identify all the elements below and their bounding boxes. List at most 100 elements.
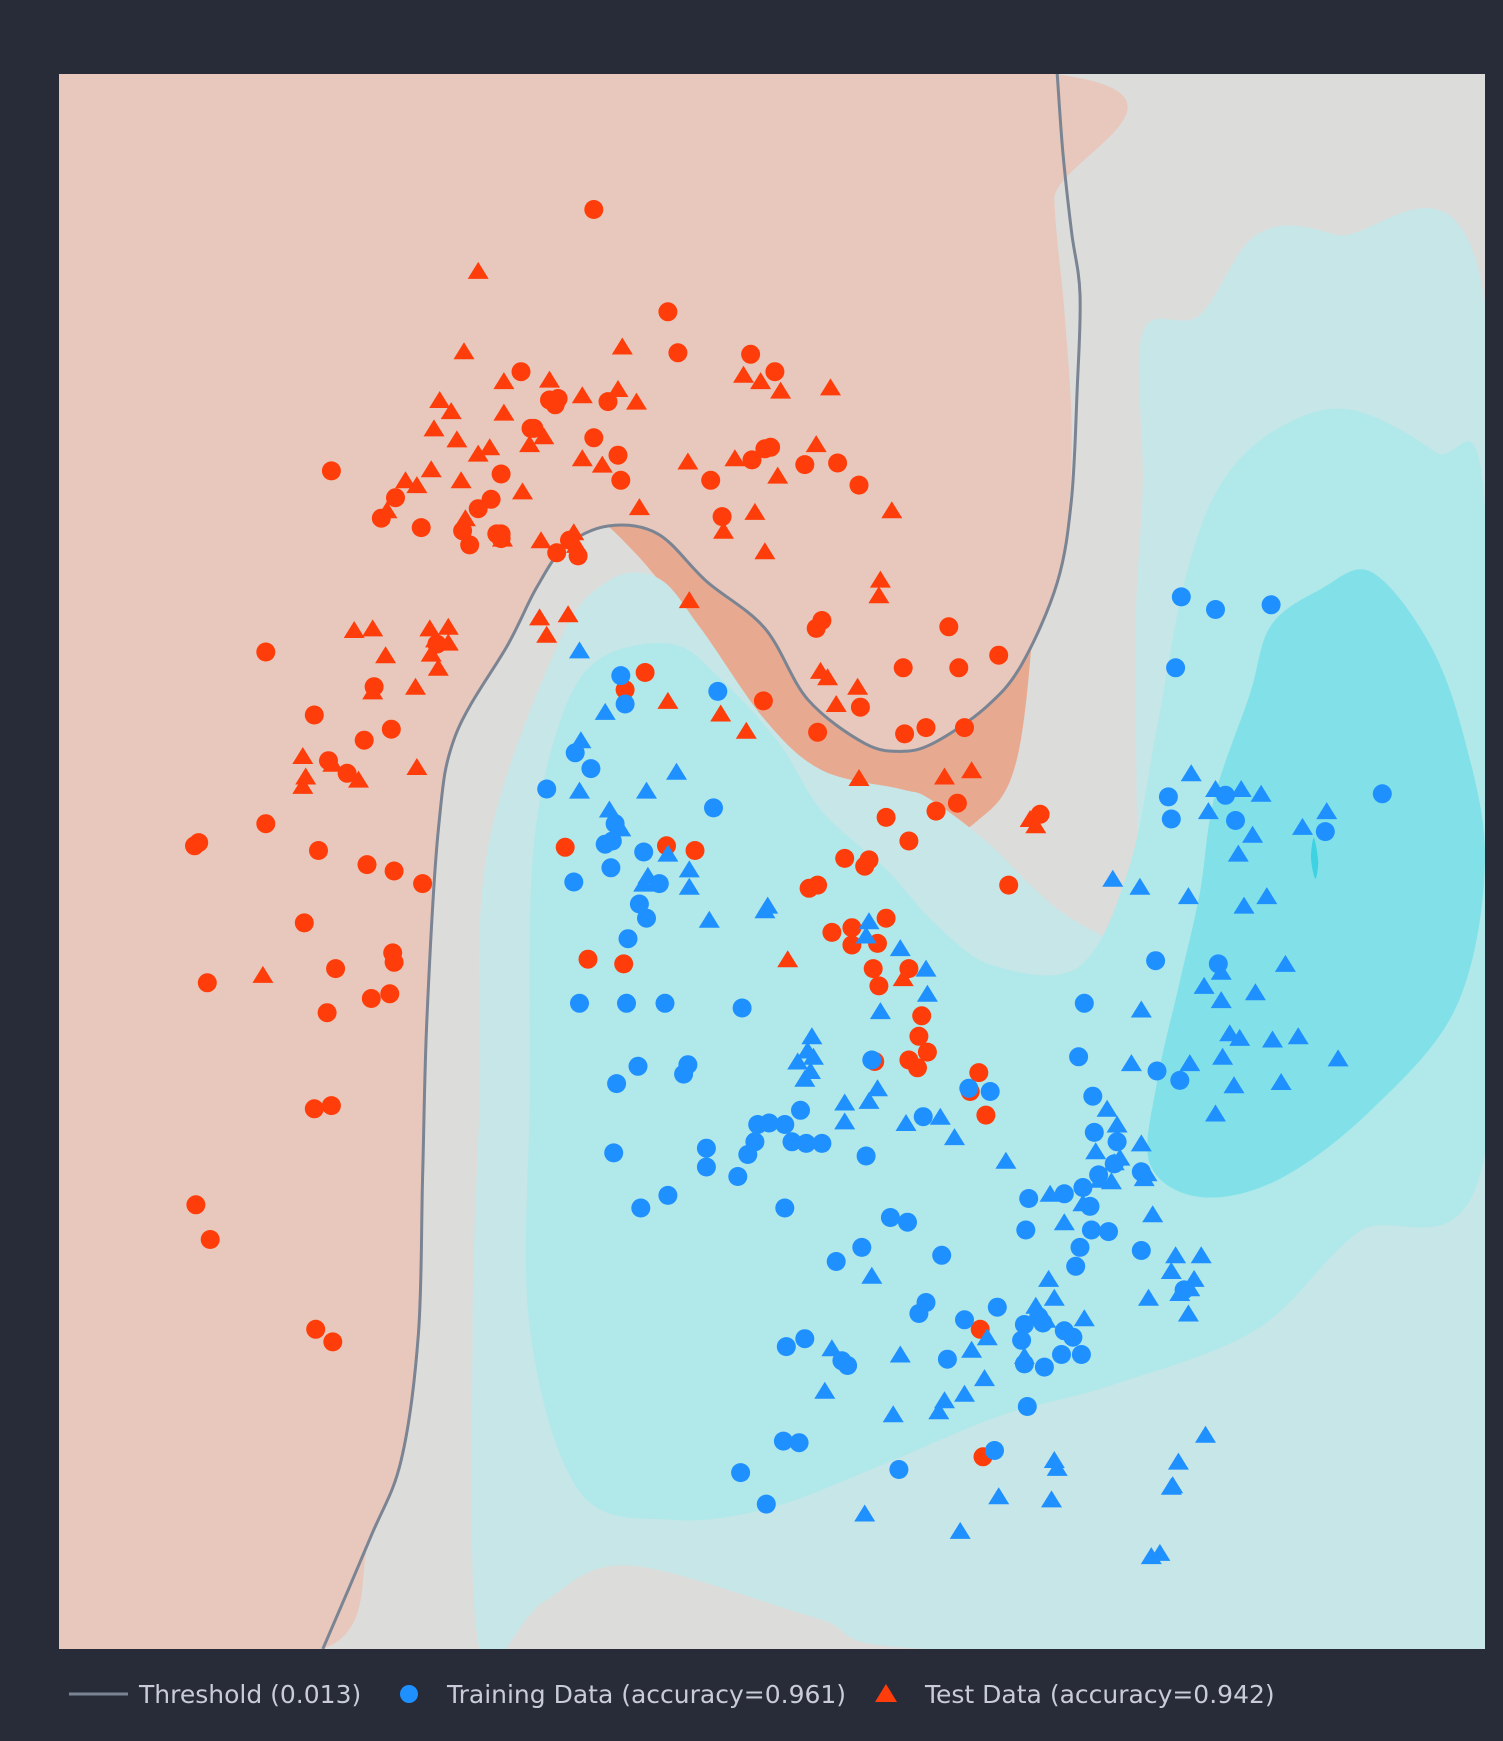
training-point-blue bbox=[1052, 1345, 1071, 1364]
test-point-blue bbox=[1130, 1000, 1152, 1018]
training-point-blue bbox=[601, 858, 621, 878]
training-point-blue bbox=[1012, 1330, 1032, 1350]
legend-test-label: Test Data (accuracy=0.942) bbox=[924, 1680, 1275, 1709]
legend-circle-icon bbox=[400, 1685, 418, 1703]
test-point-red bbox=[427, 658, 449, 676]
test-point-blue bbox=[1165, 1246, 1187, 1264]
test-point-blue bbox=[1274, 954, 1296, 972]
training-point-blue bbox=[782, 1132, 802, 1152]
training-point-red bbox=[361, 989, 381, 1008]
test-point-red bbox=[611, 337, 633, 355]
test-point-blue bbox=[1035, 1310, 1057, 1328]
training-point-blue bbox=[1146, 951, 1166, 971]
legend-item-threshold[interactable]: Threshold (0.013) bbox=[69, 1680, 361, 1709]
training-point-red bbox=[306, 1319, 326, 1339]
training-point-blue bbox=[1166, 658, 1186, 678]
test-point-blue bbox=[889, 1345, 911, 1363]
test-point-blue bbox=[1102, 869, 1124, 887]
test-point-red bbox=[479, 438, 501, 456]
training-point-blue bbox=[704, 798, 723, 818]
test-point-blue bbox=[889, 939, 911, 957]
training-point-blue bbox=[1170, 1070, 1190, 1090]
legend-item-training[interactable]: Training Data (accuracy=0.961) bbox=[400, 1680, 846, 1709]
test-point-red bbox=[571, 449, 593, 467]
training-point-blue bbox=[1034, 1357, 1054, 1377]
test-point-blue bbox=[1210, 962, 1232, 980]
test-point-red bbox=[657, 691, 679, 709]
test-point-blue bbox=[1212, 1047, 1234, 1065]
training-point-red bbox=[460, 535, 480, 555]
test-point-red bbox=[529, 608, 551, 626]
test-point-red bbox=[961, 761, 983, 779]
training-point-red bbox=[912, 1006, 932, 1026]
test-point-red bbox=[733, 365, 754, 383]
test-point-blue bbox=[1130, 1134, 1152, 1152]
training-point-blue bbox=[1054, 1184, 1074, 1204]
test-point-red bbox=[628, 498, 650, 516]
test-point-red bbox=[533, 427, 555, 445]
training-point-blue bbox=[1107, 1132, 1127, 1152]
test-point-blue bbox=[1100, 1172, 1122, 1190]
test-point-blue bbox=[636, 781, 657, 799]
test-point-red bbox=[869, 570, 891, 588]
training-point-red bbox=[976, 1105, 996, 1125]
training-point-red bbox=[578, 949, 598, 969]
training-points bbox=[185, 200, 1392, 1514]
test-point-blue bbox=[698, 910, 720, 928]
training-point-red bbox=[468, 499, 488, 519]
test-point-blue bbox=[1316, 802, 1338, 820]
test-point-red bbox=[848, 769, 870, 786]
training-point-blue bbox=[611, 666, 631, 686]
training-point-red bbox=[876, 908, 896, 928]
test-point-blue bbox=[1085, 1142, 1107, 1160]
test-point-blue bbox=[858, 1091, 880, 1109]
training-point-blue bbox=[607, 1074, 627, 1094]
test-point-blue bbox=[1210, 991, 1232, 1009]
test-point-blue bbox=[801, 1027, 823, 1045]
test-point-red bbox=[767, 466, 789, 484]
test-point-blue bbox=[1167, 1452, 1189, 1470]
test-point-blue bbox=[915, 959, 937, 977]
training-point-blue bbox=[617, 993, 636, 1013]
training-point-blue bbox=[980, 1082, 1000, 1101]
training-point-blue bbox=[564, 872, 584, 892]
test-point-blue bbox=[1230, 780, 1252, 797]
test-point-blue bbox=[1327, 1049, 1349, 1067]
test-point-blue bbox=[570, 731, 592, 749]
training-point-red bbox=[989, 645, 1009, 665]
training-point-blue bbox=[852, 1237, 872, 1257]
training-point-red bbox=[712, 507, 732, 527]
training-point-blue bbox=[1161, 809, 1181, 829]
test-point-blue bbox=[867, 1079, 888, 1097]
training-point-red bbox=[849, 475, 869, 495]
test-point-blue bbox=[1072, 1194, 1094, 1212]
training-point-red bbox=[547, 543, 567, 563]
test-point-blue bbox=[954, 1384, 975, 1402]
threshold-line bbox=[321, 74, 1082, 1649]
training-point-red bbox=[304, 1099, 324, 1119]
test-point-red bbox=[446, 430, 468, 448]
training-point-blue bbox=[775, 1198, 795, 1218]
test-point-blue bbox=[1190, 1246, 1212, 1264]
contour-region-level-7 bbox=[525, 408, 1485, 1521]
training-point-blue bbox=[570, 993, 589, 1013]
training-point-blue bbox=[796, 1133, 816, 1153]
training-point-red bbox=[999, 875, 1019, 895]
test-point-blue bbox=[1138, 1288, 1159, 1306]
test-point-blue bbox=[794, 1069, 816, 1087]
test-point-red bbox=[530, 531, 552, 549]
training-point-blue bbox=[738, 1145, 758, 1164]
test-point-blue bbox=[1177, 1304, 1199, 1322]
test-point-red bbox=[770, 381, 792, 399]
training-point-blue bbox=[959, 1078, 979, 1098]
legend-item-test[interactable]: Test Data (accuracy=0.942) bbox=[875, 1680, 1275, 1709]
training-point-red bbox=[808, 722, 828, 742]
test-point-red bbox=[536, 625, 558, 643]
test-point-blue bbox=[861, 1266, 883, 1284]
test-point-blue bbox=[1287, 1027, 1309, 1045]
training-point-blue bbox=[1019, 1189, 1039, 1208]
test-point-red bbox=[406, 476, 428, 494]
training-point-red bbox=[584, 428, 604, 448]
test-point-blue bbox=[1250, 784, 1272, 802]
